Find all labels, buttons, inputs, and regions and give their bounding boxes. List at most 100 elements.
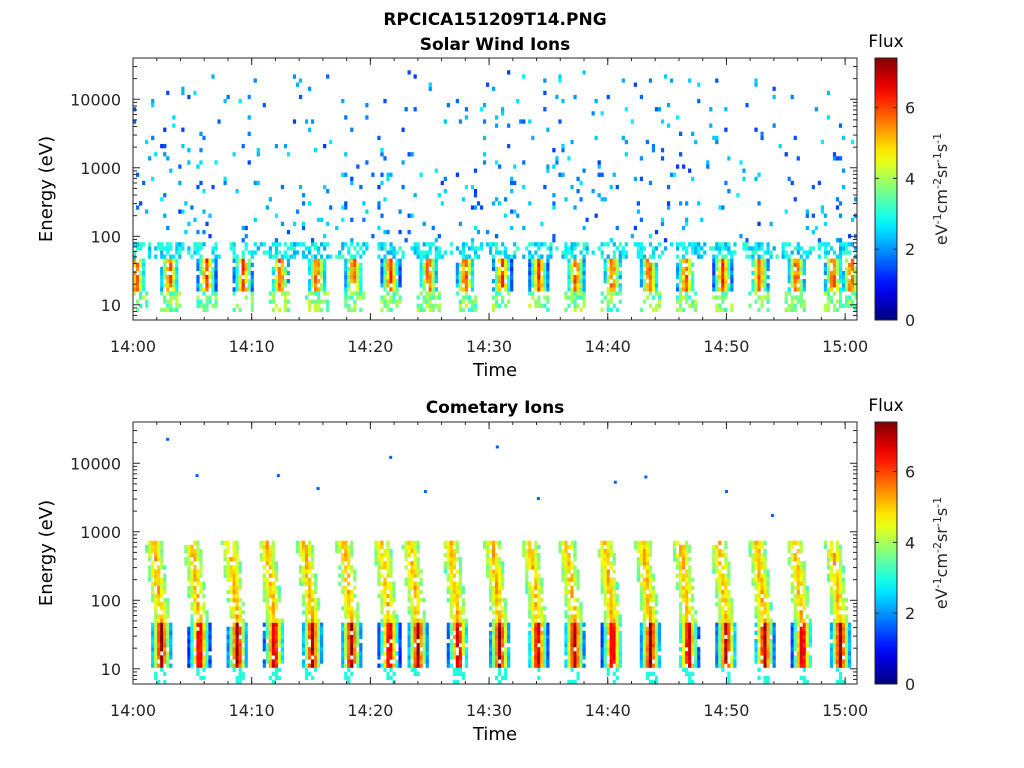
heatmap-cell [564,602,568,607]
heatmap-cell [178,242,182,247]
heatmap-cell [190,581,194,586]
heatmap-cell [694,610,698,615]
heatmap-cell [238,630,242,636]
heatmap-cell [603,553,607,558]
heatmap-cell [166,602,170,607]
heatmap-cell [407,213,411,218]
heatmap-cell [603,626,607,631]
heatmap-cell [724,647,728,652]
heatmap-cell [301,598,306,603]
heatmap-cell [507,70,511,75]
heatmap-cell [570,184,574,190]
heatmap-cell [235,548,239,554]
heatmap-cell [244,630,248,636]
heatmap-cell [380,266,384,272]
heatmap-cell [314,663,318,668]
heatmap-cell [787,274,791,280]
heatmap-cell [636,242,640,247]
heatmap-cell [247,94,251,100]
heatmap-cell [790,303,794,308]
heatmap-cell [383,197,387,202]
heatmap-cell [679,630,683,636]
heatmap-cell [268,589,272,595]
heatmap-cell [802,250,806,255]
heatmap-cell [688,585,692,591]
heatmap-cell [645,544,650,550]
heatmap-cell [645,643,650,648]
heatmap-cell [766,283,770,288]
heatmap-cell [443,250,447,255]
heatmap-cell [464,630,469,636]
heatmap-cell [697,98,701,104]
heatmap-cell [181,242,185,247]
heatmap-cell [277,242,282,247]
heatmap-cell [307,581,312,586]
heatmap-cell [452,585,456,591]
heatmap-cell [793,303,797,308]
heatmap-cell [488,585,493,591]
heatmap-cell [718,663,722,668]
heatmap-cell [271,254,275,259]
heatmap-cell [398,274,402,280]
heatmap-cell [181,209,185,214]
heatmap-cell [160,638,164,644]
heatmap-cell [685,638,689,644]
heatmap-cell [413,667,417,672]
heatmap-cell [310,266,315,272]
heatmap-cell [694,651,698,656]
heatmap-cell [700,217,704,222]
heatmap-cell [350,618,354,623]
heatmap-cell [353,655,357,660]
heatmap-cell [416,303,420,308]
heatmap-cell [169,274,173,280]
heatmap-cell [386,266,390,272]
heatmap-cell [546,655,550,660]
heatmap-cell [449,540,453,546]
heatmap-cell [730,270,734,276]
heatmap-cell [307,663,312,668]
heatmap-cell [567,638,571,644]
heatmap-cell [193,659,197,664]
heatmap-cell [187,544,191,550]
heatmap-cell [398,626,402,631]
heatmap-cell [660,156,665,161]
heatmap-cell [832,152,837,157]
heatmap-cell [425,270,429,276]
heatmap-cell [250,270,254,276]
heatmap-cell [223,98,227,104]
heatmap-cell [724,573,728,578]
heatmap-cell [645,270,650,276]
heatmap-cell [561,577,565,582]
heatmap-cell [721,667,725,672]
heatmap-cell [594,98,598,104]
heatmap-cell [504,606,508,611]
heatmap-cell [531,291,535,296]
heatmap-cell [724,246,728,251]
heatmap-cell [205,614,209,619]
heatmap-cell [344,205,348,210]
heatmap-cell [847,270,852,276]
heatmap-cell [301,634,306,640]
heatmap-cell [748,548,752,554]
heatmap-cell [564,553,568,558]
heatmap-cell [796,250,800,255]
heatmap-cell [733,250,737,255]
heatmap-cell [235,626,239,631]
heatmap-cell [808,250,812,255]
heatmap-cell [310,565,315,570]
heatmap-cell [612,581,616,586]
heatmap-cell [691,585,695,591]
heatmap-cell [283,295,288,300]
heatmap-cell [271,553,275,558]
heatmap-cell [163,246,167,251]
heatmap-cell [446,630,450,636]
heatmap-cell [760,258,764,263]
heatmap-cell [244,655,248,660]
heatmap-cell [751,270,755,276]
heatmap-cell [163,262,167,267]
heatmap-cell [380,593,384,599]
heatmap-cell [609,548,613,554]
heatmap-cell [751,569,755,574]
heatmap-cell [540,663,544,668]
heatmap-cell [133,250,137,255]
